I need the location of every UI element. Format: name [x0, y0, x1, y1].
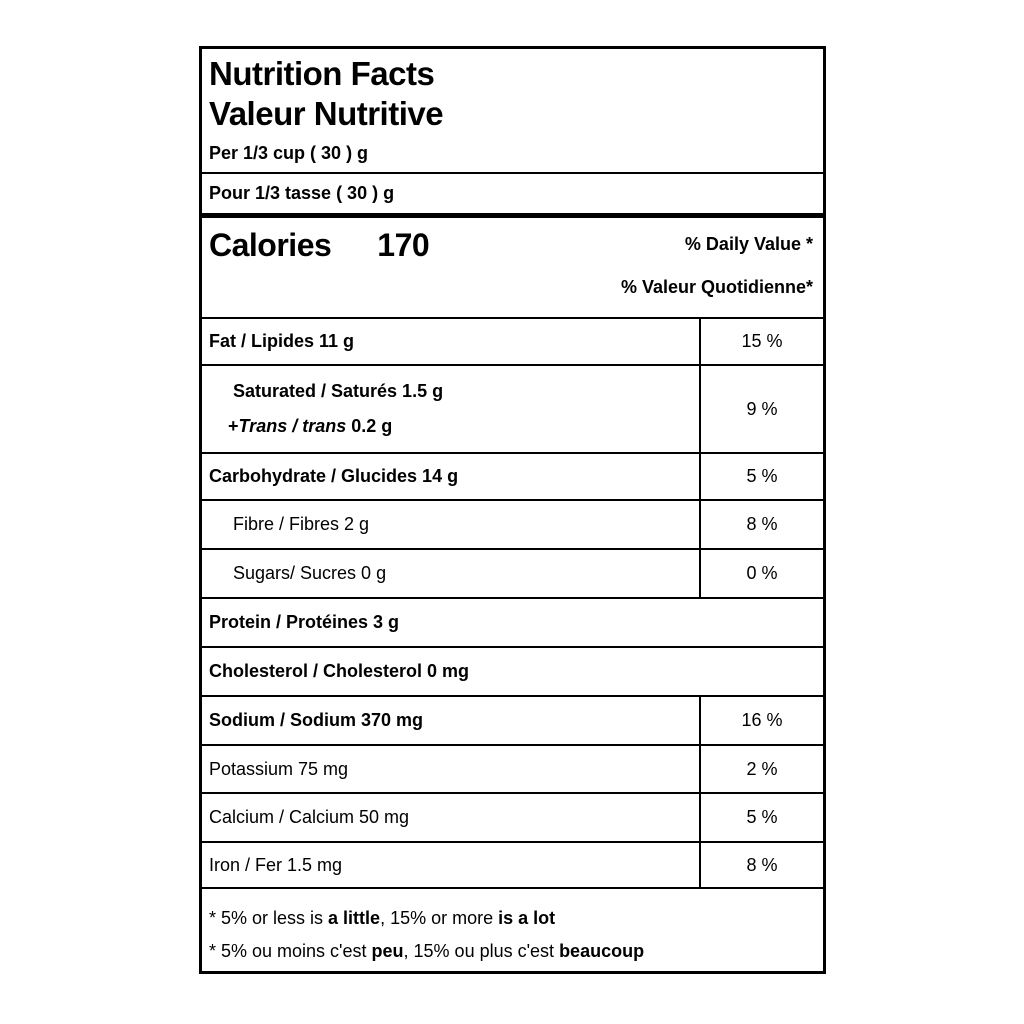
- footnote-fr-bold-2: beaucoup: [559, 941, 645, 961]
- footnote-fr: * 5% ou moins c'est peu, 15% ou plus c'e…: [209, 935, 815, 968]
- trans-plus-sign: +: [228, 416, 239, 436]
- title-en: Nutrition Facts: [209, 55, 435, 92]
- potassium-daily-value: 2 %: [699, 746, 823, 792]
- footnote-en-bold-2: is a lot: [498, 908, 556, 928]
- label-header: Nutrition Facts Valeur Nutritive Per 1/3…: [202, 49, 823, 218]
- saturated-trans-label: Saturated / Saturés 1.5 g +Trans / trans…: [202, 366, 699, 452]
- row-fibre: Fibre / Fibres 2 g 8 %: [202, 501, 823, 550]
- serving-size-fr: Pour 1/3 tasse ( 30 ) g: [209, 182, 395, 203]
- carbohydrate-label: Carbohydrate / Glucides 14 g: [209, 466, 459, 486]
- calories-value: 170: [377, 227, 430, 263]
- row-cholesterol: Cholesterol / Cholesterol 0 mg: [202, 648, 823, 697]
- fat-daily-value: 15 %: [699, 319, 823, 364]
- row-iron: Iron / Fer 1.5 mg 8 %: [202, 843, 823, 889]
- row-sodium: Sodium / Sodium 370 mg 16 %: [202, 697, 823, 746]
- iron-label: Iron / Fer 1.5 mg: [209, 854, 343, 875]
- trans-label: +Trans / trans 0.2 g: [228, 416, 699, 437]
- row-sugars: Sugars/ Sucres 0 g 0 %: [202, 550, 823, 599]
- iron-daily-value: 8 %: [699, 843, 823, 887]
- potassium-label: Potassium 75 mg: [209, 758, 349, 779]
- footnote-en-text-1: * 5% or less is: [209, 908, 329, 928]
- row-protein: Protein / Protéines 3 g: [202, 599, 823, 648]
- sodium-daily-value: 16 %: [699, 697, 823, 744]
- footnote-fr-text-2: , 15% ou plus c'est: [403, 941, 560, 961]
- serving-divider: [202, 172, 823, 174]
- saturated-label: Saturated / Saturés 1.5 g: [233, 381, 444, 401]
- footnote-section: * 5% or less is a little, 15% or more is…: [202, 889, 823, 971]
- fibre-label: Fibre / Fibres 2 g: [233, 514, 370, 534]
- footnote-en: * 5% or less is a little, 15% or more is…: [209, 902, 815, 935]
- footnote-fr-text-1: * 5% ou moins c'est: [209, 941, 372, 961]
- saturated-daily-value: 9 %: [699, 366, 823, 452]
- title-fr: Valeur Nutritive: [209, 95, 444, 132]
- footnote-en-text-2: , 15% or more: [380, 908, 499, 928]
- cholesterol-label: Cholesterol / Cholesterol 0 mg: [209, 661, 470, 681]
- trans-amount: 0.2 g: [346, 416, 393, 436]
- calories-section: Calories 170 % Daily Value * % Valeur Quo…: [202, 218, 823, 319]
- fibre-daily-value: 8 %: [699, 501, 823, 548]
- calories-line: Calories 170: [209, 227, 430, 264]
- serving-size-en: Per 1/3 cup ( 30 ) g: [209, 142, 369, 163]
- row-fat: Fat / Lipides 11 g 15 %: [202, 319, 823, 366]
- footnote-fr-bold-1: peu: [371, 941, 404, 961]
- calcium-label: Calcium / Calcium 50 mg: [209, 807, 410, 827]
- calories-label: Calories: [209, 227, 332, 263]
- daily-value-header-fr: % Valeur Quotidienne*: [620, 277, 813, 297]
- daily-value-header-en: % Daily Value *: [684, 234, 813, 254]
- sugars-label: Sugars/ Sucres 0 g: [233, 563, 387, 583]
- calcium-daily-value: 5 %: [699, 794, 823, 841]
- footnote-en-bold-1: a little: [328, 908, 381, 928]
- carbohydrate-daily-value: 5 %: [699, 454, 823, 499]
- row-calcium: Calcium / Calcium 50 mg 5 %: [202, 794, 823, 843]
- trans-italic-text: Trans / trans: [238, 416, 347, 436]
- row-carbohydrate: Carbohydrate / Glucides 14 g 5 %: [202, 454, 823, 501]
- row-saturated-trans: Saturated / Saturés 1.5 g +Trans / trans…: [202, 366, 823, 454]
- sodium-label: Sodium / Sodium 370 mg: [209, 710, 424, 730]
- fat-label: Fat / Lipides 11 g: [209, 331, 355, 351]
- sugars-daily-value: 0 %: [699, 550, 823, 597]
- nutrition-facts-label: Nutrition Facts Valeur Nutritive Per 1/3…: [199, 46, 826, 974]
- protein-label: Protein / Protéines 3 g: [209, 612, 400, 632]
- nutrient-table: Fat / Lipides 11 g 15 % Saturated / Satu…: [202, 319, 823, 889]
- row-potassium: Potassium 75 mg 2 %: [202, 746, 823, 794]
